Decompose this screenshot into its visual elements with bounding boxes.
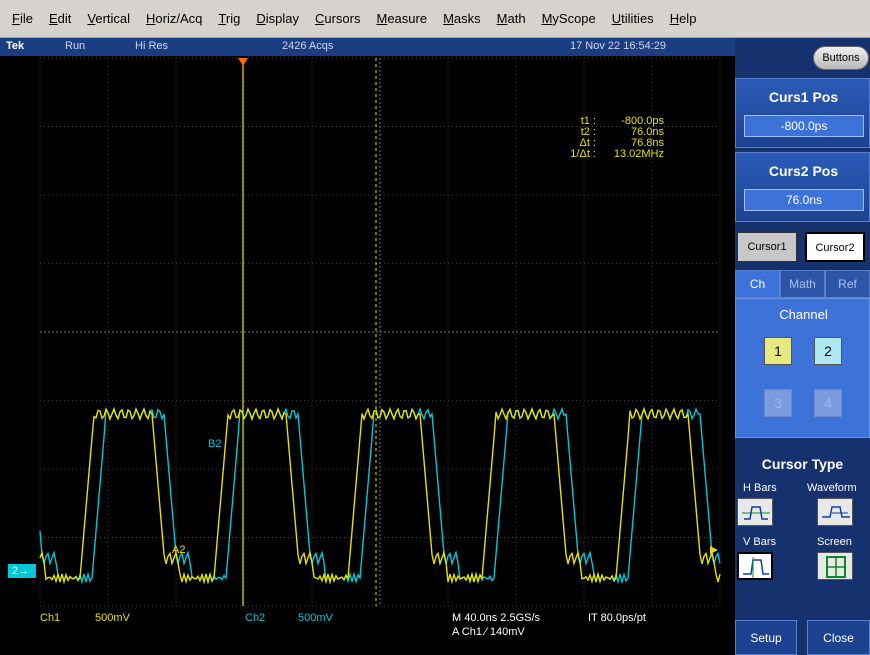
waveform-button[interactable]: [817, 498, 853, 526]
waveform-label: Waveform: [807, 482, 857, 494]
v-bars-button[interactable]: [737, 552, 773, 580]
channel-title: Channel: [779, 307, 828, 322]
readout-label: t1 :: [580, 115, 596, 127]
channel-4-label: 4: [824, 395, 832, 411]
acq-count: 2426 Acqs: [282, 40, 334, 52]
screen-icon: [826, 556, 846, 578]
h-bars-icon: [742, 506, 770, 520]
datetime: 17 Nov 22 16:54:29: [570, 40, 667, 52]
menu-cursors[interactable]: Cursors: [314, 10, 361, 26]
trigger-level-marker: [710, 546, 718, 554]
tab-math[interactable]: Math: [780, 270, 825, 298]
ch2-marker-label: 2: [12, 565, 19, 577]
tab-ch[interactable]: Ch: [735, 270, 780, 298]
menu-edit[interactable]: Edit: [48, 10, 72, 26]
trigger-readout[interactable]: A Ch1 ∕ 140mV: [452, 626, 525, 638]
a2-label: A2: [172, 544, 186, 556]
ch1-label[interactable]: Ch1: [40, 612, 61, 624]
readout-label: Δt :: [579, 137, 596, 149]
acq-mode: Hi Res: [135, 40, 169, 52]
menu-measure[interactable]: Measure: [376, 10, 428, 26]
menu-display[interactable]: Display: [256, 10, 299, 26]
menu-myscope[interactable]: MyScope: [541, 10, 596, 26]
readout-value: 13.02MHz: [613, 148, 664, 160]
curs2-value[interactable]: 76.0ns: [744, 189, 864, 211]
cursor1-button[interactable]: Cursor1: [737, 232, 797, 262]
curs1-value[interactable]: -800.0ps: [744, 115, 864, 137]
h-bars-button[interactable]: [737, 498, 773, 526]
curs2-pos-box[interactable]: Curs2 Pos 76.0ns: [735, 152, 870, 222]
control-panel: Buttons Curs1 Pos -800.0ps Curs2 Pos 76.…: [735, 38, 870, 655]
h-bars-label: H Bars: [743, 482, 777, 494]
screen-label: Screen: [817, 536, 852, 548]
tab-ref[interactable]: Ref: [825, 270, 870, 298]
ch1-scale: 500mV: [95, 612, 130, 624]
channel-group: Channel 1 2 3 4: [735, 298, 870, 438]
cursor-type-title: Cursor Type: [761, 456, 844, 472]
menu-trig[interactable]: Trig: [218, 10, 241, 26]
setup-button[interactable]: Setup: [735, 620, 797, 655]
graticule: [39, 57, 721, 607]
source-tabs: Ch Math Ref: [735, 270, 870, 298]
close-button[interactable]: Close: [807, 620, 870, 655]
status-bar: Tek Run Hi Res 2426 Acqs 17 Nov 22 16:54…: [0, 38, 735, 56]
cursor2-button[interactable]: Cursor2: [805, 232, 865, 262]
ch2-scale: 500mV: [298, 612, 333, 624]
channel-1-button[interactable]: 1: [764, 337, 792, 365]
menu-math[interactable]: Math: [496, 10, 526, 26]
channel-4-button[interactable]: 4: [814, 389, 842, 417]
menu-file[interactable]: File: [12, 10, 33, 26]
ch1-trace: [39, 406, 721, 585]
channel-2-label: 2: [824, 343, 832, 359]
menu-horiz-acq[interactable]: Horiz/Acq: [146, 10, 203, 26]
waveform-display[interactable]: t1 : -800.0ps t2 : 76.0ns Δt : 76.8ns 1/Δt …: [0, 56, 735, 610]
screen-button[interactable]: [817, 552, 853, 580]
curs2-title: Curs2 Pos: [768, 163, 839, 179]
channel-2-button[interactable]: 2: [814, 337, 842, 365]
ch2-label[interactable]: Ch2: [245, 612, 266, 624]
channel-3-button[interactable]: 3: [764, 389, 792, 417]
v-bars-label: V Bars: [743, 536, 777, 548]
readout-value: 76.8ns: [630, 137, 664, 149]
cursor-type-group: Cursor Type H Bars Waveform V Bars Scree…: [735, 448, 870, 598]
menu-utilities[interactable]: Utilities: [611, 10, 654, 26]
menu-help[interactable]: Help: [669, 10, 697, 26]
readout-value: 76.0ns: [630, 126, 664, 138]
v-bars-icon: [743, 557, 769, 578]
menu-masks[interactable]: Masks: [443, 10, 481, 26]
brand-label: Tek: [6, 40, 25, 52]
channel-1-label: 1: [774, 343, 782, 359]
curs1-title: Curs1 Pos: [768, 89, 839, 105]
buttons-button[interactable]: Buttons: [813, 46, 869, 70]
cursor-readout: t1 : -800.0ps t2 : 76.0ns Δt : 76.8ns 1/Δt …: [560, 116, 664, 160]
menu-vertical[interactable]: Vertical: [87, 10, 131, 26]
curs1-pos-box[interactable]: Curs1 Pos -800.0ps: [735, 78, 870, 148]
bottom-readout: Ch1 500mV Ch2 500mV M 40.0ns 2.5GS/s IT …: [0, 610, 735, 655]
readout-label: t2 :: [580, 126, 596, 138]
interval-per-point: IT 80.0ps/pt: [588, 612, 646, 624]
channel-3-label: 3: [774, 395, 782, 411]
readout-label: 1/Δt :: [570, 148, 596, 160]
readout-value: -800.0ps: [621, 115, 664, 127]
ch2-ground-marker[interactable]: 2→: [8, 564, 36, 578]
timebase[interactable]: M 40.0ns 2.5GS/s: [452, 612, 541, 624]
trigger-position-marker: [238, 58, 248, 66]
waveform-icon: [822, 506, 850, 518]
b2-label: B2: [208, 438, 222, 450]
run-status: Run: [65, 40, 86, 52]
menu-bar: File Edit Vertical Horiz/Acq Trig Displa…: [0, 0, 870, 38]
